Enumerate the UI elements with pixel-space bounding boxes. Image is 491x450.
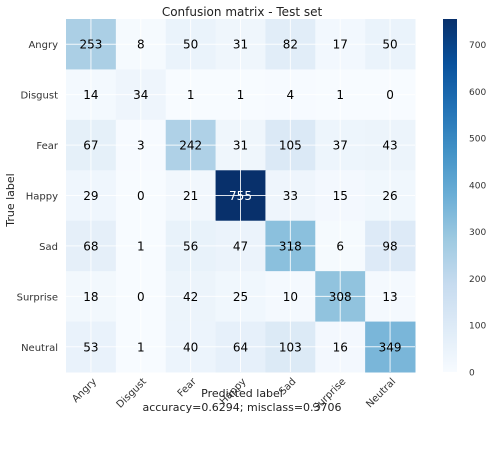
cell-value-6-6: 349 [379,340,402,354]
cell-value-2-2: 242 [179,139,202,153]
colorbar-tick-600: 600 [469,88,486,98]
cell-value-6-0: 53 [83,340,98,354]
cell-value-1-6: 0 [386,88,394,102]
y-tick-neutral: Neutral [21,343,58,354]
cell-value-5-6: 13 [382,290,397,304]
x-tick-neutral: Neutral [364,376,398,410]
x-axis-label: Predicted label [201,387,283,400]
cell-value-4-5: 6 [336,239,344,253]
cell-value-6-3: 64 [233,340,248,354]
y-tick-sad: Sad [39,242,58,253]
cell-value-2-3: 31 [233,139,248,153]
cell-value-4-1: 1 [137,239,145,253]
cell-value-5-2: 42 [183,290,198,304]
y-tick-happy: Happy [26,192,58,203]
y-tick-surprise: Surprise [17,292,58,303]
cell-value-1-1: 34 [133,88,148,102]
cell-value-3-5: 15 [333,189,348,203]
y-tick-disgust: Disgust [20,91,58,102]
cell-value-2-1: 3 [137,139,145,153]
chart-title: Confusion matrix - Test set [162,5,323,19]
cell-value-4-6: 98 [382,239,397,253]
cell-value-3-1: 0 [137,189,145,203]
cell-value-6-1: 1 [137,340,145,354]
cell-value-0-6: 50 [382,38,397,52]
colorbar-tick-200: 200 [469,275,486,285]
cell-value-6-4: 103 [279,340,302,354]
cell-value-3-4: 33 [283,189,298,203]
cell-value-2-5: 37 [333,139,348,153]
y-axis-label: True label [4,173,17,227]
cell-value-4-2: 56 [183,239,198,253]
cell-value-5-3: 25 [233,290,248,304]
cell-value-3-3: 755 [229,189,252,203]
colorbar-tick-100: 100 [469,322,486,332]
colorbar-tick-400: 400 [469,181,486,191]
cell-value-2-6: 43 [382,139,397,153]
cell-value-5-0: 18 [83,290,98,304]
cell-value-5-4: 10 [283,290,298,304]
cell-value-1-5: 1 [336,88,344,102]
cell-value-3-0: 29 [83,189,98,203]
cell-value-0-5: 17 [333,38,348,52]
cell-value-0-3: 31 [233,38,248,52]
cell-value-6-5: 16 [333,340,348,354]
cell-value-3-6: 26 [382,189,397,203]
cell-value-0-2: 50 [183,38,198,52]
y-tick-angry: Angry [28,40,58,51]
x-tick-angry: Angry [70,376,99,405]
cell-value-1-2: 1 [187,88,195,102]
cell-value-1-3: 1 [237,88,245,102]
cell-value-0-4: 82 [283,38,298,52]
cell-value-4-3: 47 [233,239,248,253]
colorbar-tick-0: 0 [469,369,475,379]
colorbar-tick-500: 500 [469,135,486,145]
colorbar [443,19,457,372]
cell-value-1-0: 14 [83,88,98,102]
cell-value-4-4: 318 [279,239,302,253]
cell-value-0-1: 8 [137,38,145,52]
cell-value-5-5: 308 [329,290,352,304]
x-tick-fear: Fear [176,376,200,400]
cell-value-0-0: 253 [79,38,102,52]
cell-value-6-2: 40 [183,340,198,354]
y-tick-fear: Fear [36,141,58,152]
cell-value-3-2: 21 [183,189,198,203]
cell-value-2-0: 67 [83,139,98,153]
colorbar-tick-700: 700 [469,41,486,51]
cell-value-4-0: 68 [83,239,98,253]
accuracy-summary: accuracy=0.6294; misclass=0.3706 [142,401,341,414]
cell-value-2-4: 105 [279,139,302,153]
cell-value-1-4: 4 [287,88,295,102]
colorbar-tick-300: 300 [469,228,486,238]
cell-value-5-1: 0 [137,290,145,304]
